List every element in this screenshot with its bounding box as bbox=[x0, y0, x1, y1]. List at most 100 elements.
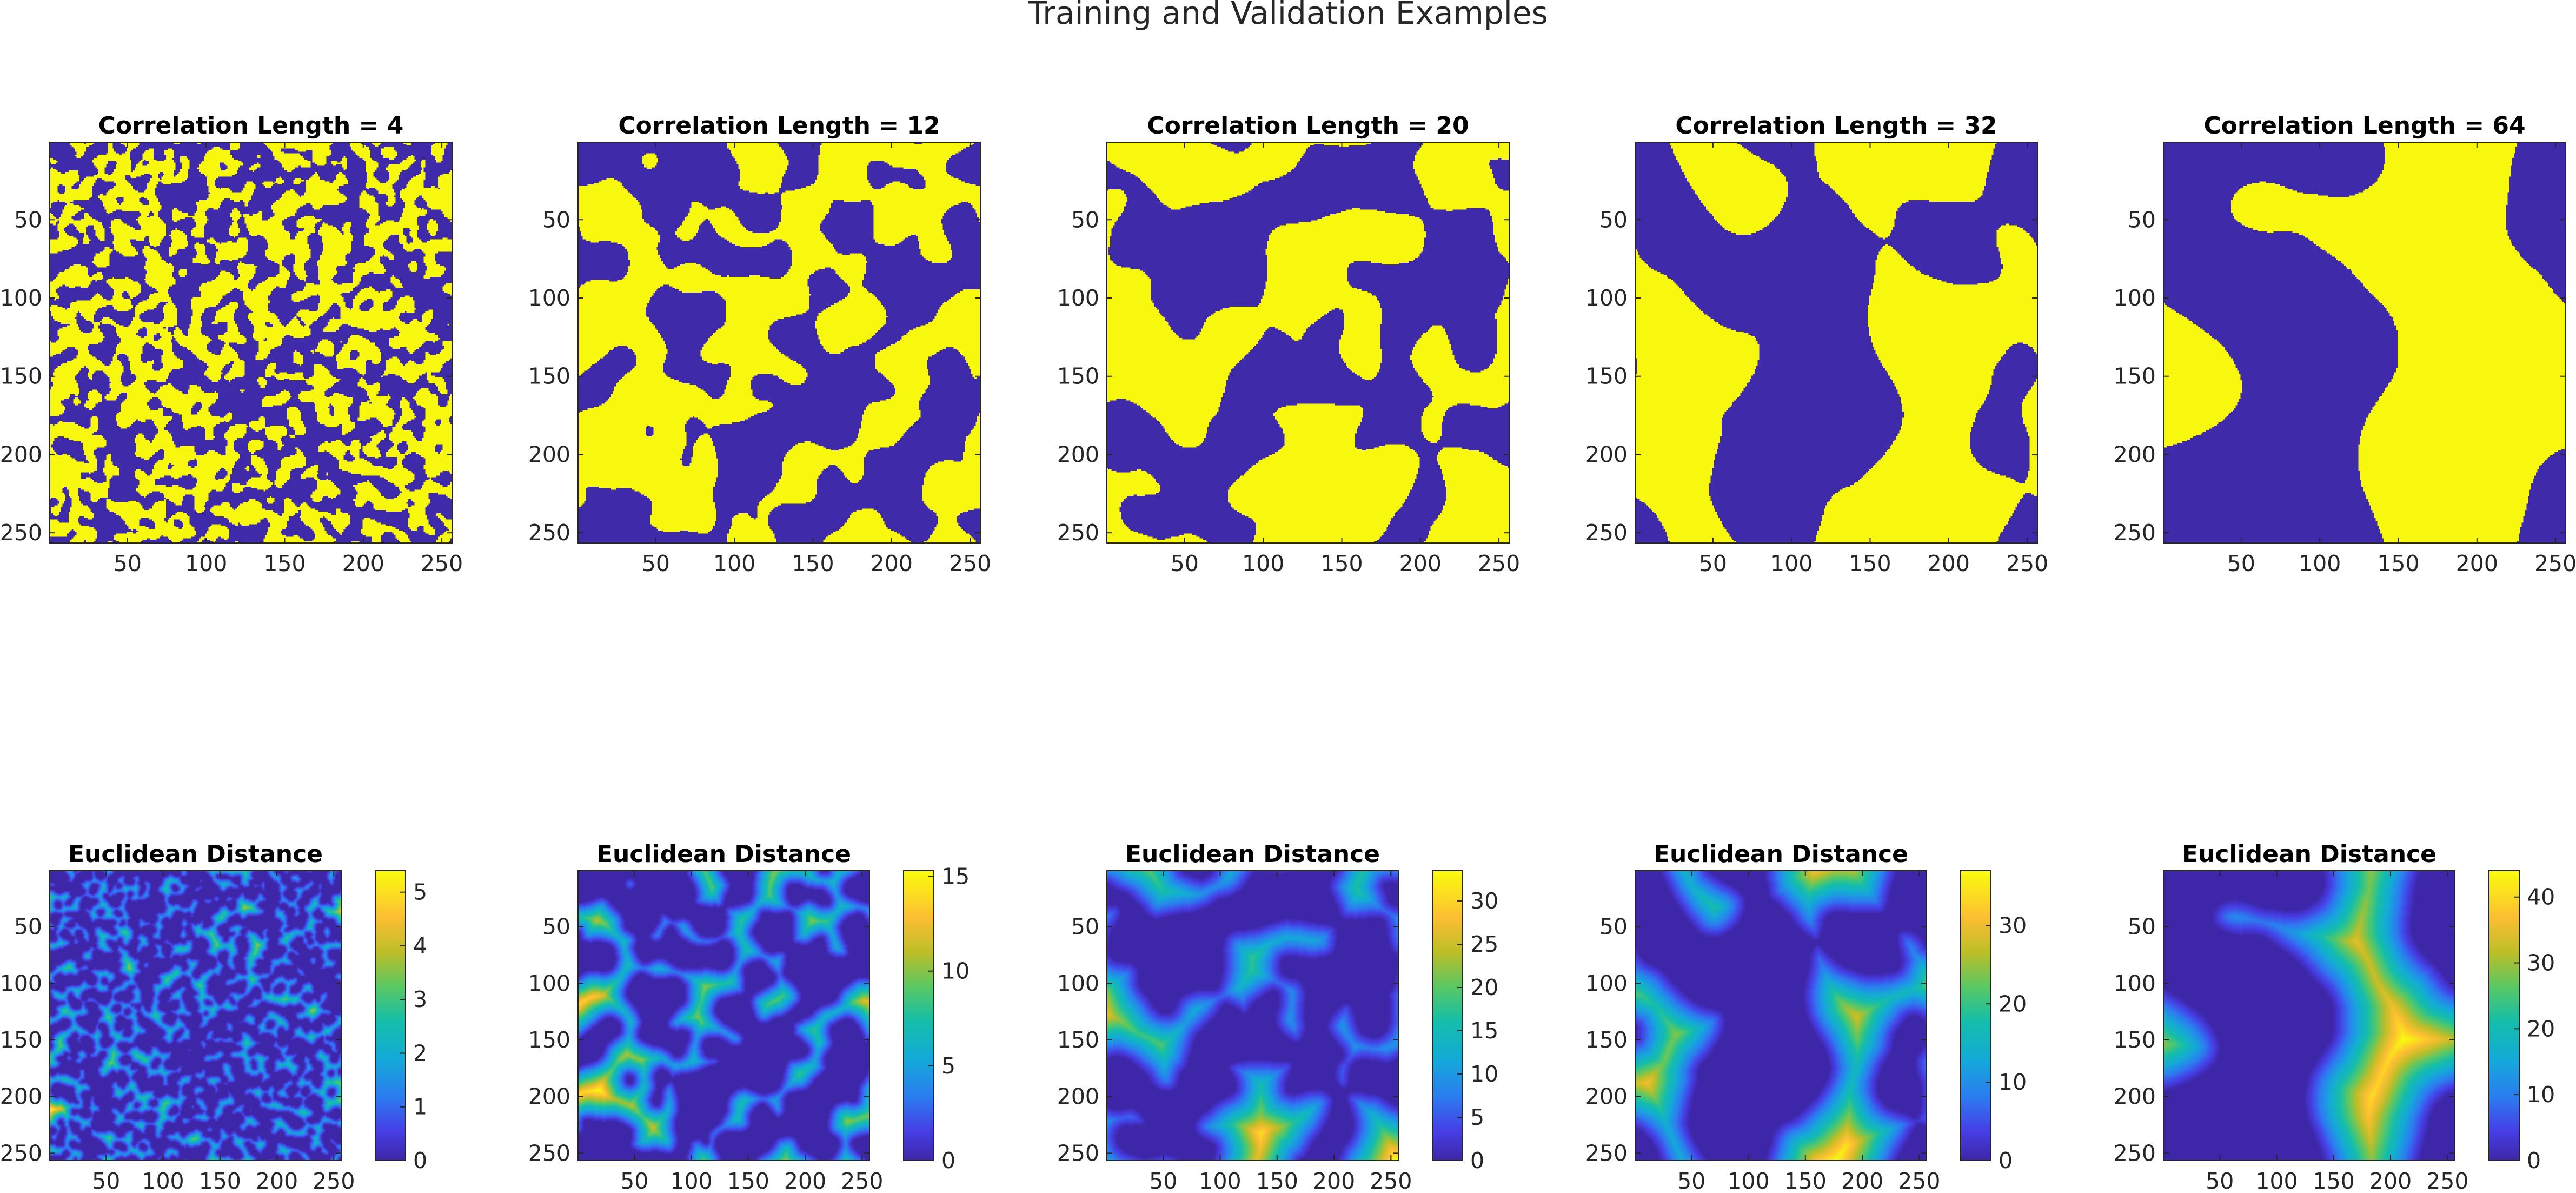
x-tick-label-t0-3: 200 bbox=[342, 551, 384, 576]
y-tick-label-t4-3: 200 bbox=[2114, 441, 2156, 467]
x-tick-label-b1-1: 100 bbox=[670, 1168, 712, 1193]
x-tick-label-b1-4: 250 bbox=[841, 1168, 883, 1193]
axes-frame-b0 bbox=[49, 870, 342, 1161]
axes-frame-t4 bbox=[2163, 142, 2566, 544]
x-tick-label-t3-3: 200 bbox=[1928, 551, 1970, 576]
y-tick-label-b0-2: 150 bbox=[0, 1027, 42, 1053]
y-tick-label-b3-2: 150 bbox=[1585, 1027, 1628, 1053]
colorbar-tick-label-2-1: 5 bbox=[941, 1053, 955, 1079]
x-tick-label-b0-3: 200 bbox=[256, 1168, 298, 1193]
y-tick-label-t2-1: 100 bbox=[1057, 285, 1099, 311]
binary-image-2 bbox=[578, 142, 980, 543]
axes-frame-t0 bbox=[49, 142, 453, 544]
x-tick-label-t3-2: 150 bbox=[1849, 551, 1891, 576]
x-tick-label-t2-4: 250 bbox=[1478, 551, 1520, 576]
colorbar-tick-label-5-2: 20 bbox=[2527, 1016, 2555, 1042]
colorbar-tick-label-1-0: 0 bbox=[413, 1148, 427, 1174]
y-tick-label-t2-4: 250 bbox=[1057, 520, 1099, 546]
y-tick-label-t0-2: 150 bbox=[0, 363, 42, 389]
colorbar-tick-label-2-3: 15 bbox=[941, 864, 970, 890]
x-tick-label-b4-3: 200 bbox=[2369, 1168, 2412, 1193]
x-tick-label-t3-0: 50 bbox=[1699, 551, 1727, 576]
binary-image-4 bbox=[1635, 142, 2037, 543]
colorbar-frame-4 bbox=[1960, 870, 1991, 1161]
colorbar-4 bbox=[1961, 871, 1991, 1161]
x-tick-label-t4-0: 50 bbox=[2227, 551, 2255, 576]
y-tick-label-t0-4: 250 bbox=[0, 520, 42, 546]
x-tick-label-b1-0: 50 bbox=[620, 1168, 648, 1193]
colorbar-1 bbox=[375, 871, 406, 1161]
x-tick-label-b0-4: 250 bbox=[313, 1168, 355, 1193]
binary-image-1 bbox=[50, 142, 452, 543]
distance-title-3: Euclidean Distance bbox=[1125, 840, 1380, 868]
x-tick-label-t1-2: 150 bbox=[792, 551, 834, 576]
x-tick-label-b2-2: 150 bbox=[1256, 1168, 1298, 1193]
binary-title-4: Correlation Length = 32 bbox=[1675, 112, 1997, 140]
x-tick-label-b2-4: 250 bbox=[1370, 1168, 1412, 1193]
y-tick-label-b2-1: 100 bbox=[1057, 970, 1099, 996]
x-tick-label-b3-4: 250 bbox=[1898, 1168, 1940, 1193]
figure-title: Training and Validation Examples bbox=[1027, 0, 1548, 31]
x-tick-label-t4-1: 100 bbox=[2299, 551, 2341, 576]
y-tick-label-t4-4: 250 bbox=[2114, 520, 2156, 546]
colorbar-frame-5 bbox=[2488, 870, 2520, 1161]
y-tick-label-b3-0: 50 bbox=[1599, 914, 1628, 940]
binary-title-5: Correlation Length = 64 bbox=[2203, 112, 2525, 140]
y-tick-label-b4-0: 50 bbox=[2128, 914, 2156, 940]
colorbar-tick-label-3-2: 10 bbox=[1470, 1061, 1498, 1087]
panel-binary-5: 50 100 150 200 250 50 100 150 200 250 Correlation … bbox=[2114, 112, 2576, 576]
y-tick-label-b0-0: 50 bbox=[14, 914, 42, 940]
distance-title-5: Euclidean Distance bbox=[2182, 840, 2436, 868]
x-tick-label-b0-0: 50 bbox=[92, 1168, 120, 1193]
y-tick-label-t4-0: 50 bbox=[2128, 207, 2156, 233]
y-tick-label-t3-3: 200 bbox=[1585, 441, 1628, 467]
y-tick-label-t1-2: 150 bbox=[528, 363, 570, 389]
x-tick-label-b0-1: 100 bbox=[142, 1168, 184, 1193]
colorbar-frame-2 bbox=[903, 870, 934, 1161]
binary-image-3 bbox=[1107, 142, 1509, 543]
y-tick-label-b4-1: 100 bbox=[2114, 970, 2156, 996]
colorbar-tick-label-3-6: 30 bbox=[1470, 888, 1498, 914]
x-tick-label-b1-3: 200 bbox=[784, 1168, 826, 1193]
distance-image-2 bbox=[578, 871, 869, 1161]
colorbar-3 bbox=[1432, 871, 1463, 1161]
panel-binary-1: 50 100 150 200 250 50 100 150 200 250 Correlation … bbox=[0, 112, 463, 576]
x-tick-label-b2-1: 100 bbox=[1199, 1168, 1241, 1193]
colorbar-tick-label-5-3: 30 bbox=[2527, 950, 2555, 976]
y-tick-label-b1-0: 50 bbox=[542, 914, 570, 940]
x-tick-label-b2-3: 200 bbox=[1313, 1168, 1355, 1193]
binary-title-1: Correlation Length = 4 bbox=[98, 112, 404, 140]
x-tick-label-t1-1: 100 bbox=[713, 551, 755, 576]
panel-binary-4: 50 100 150 200 250 50 100 150 200 250 Correlation … bbox=[1585, 112, 2049, 576]
x-tick-label-t2-0: 50 bbox=[1171, 551, 1199, 576]
x-tick-label-b4-1: 100 bbox=[2255, 1168, 2298, 1193]
y-tick-label-t3-0: 50 bbox=[1599, 207, 1628, 233]
y-tick-label-t2-3: 200 bbox=[1057, 441, 1099, 467]
y-tick-label-b0-1: 100 bbox=[0, 970, 42, 996]
colorbar-tick-label-3-1: 5 bbox=[1470, 1104, 1484, 1130]
y-tick-label-b1-1: 100 bbox=[528, 970, 570, 996]
y-tick-label-t2-2: 150 bbox=[1057, 363, 1099, 389]
y-tick-label-b4-3: 200 bbox=[2114, 1084, 2156, 1110]
x-tick-label-t2-1: 100 bbox=[1242, 551, 1284, 576]
axes-frame-b2 bbox=[1106, 870, 1399, 1161]
x-tick-label-t0-4: 250 bbox=[421, 551, 463, 576]
colorbar-tick-label-3-3: 15 bbox=[1470, 1018, 1498, 1044]
axes-frame-t3 bbox=[1635, 142, 2038, 544]
x-tick-label-t2-3: 200 bbox=[1399, 551, 1442, 576]
axes-frame-t1 bbox=[577, 142, 981, 544]
axes-frame-b1 bbox=[577, 870, 870, 1161]
colorbar-2 bbox=[904, 871, 934, 1161]
y-tick-label-b3-3: 200 bbox=[1585, 1084, 1628, 1110]
x-tick-label-b4-4: 250 bbox=[2426, 1168, 2468, 1193]
x-tick-label-b3-0: 50 bbox=[1677, 1168, 1705, 1193]
panel-binary-3: 50 100 150 200 250 50 100 150 200 250 Correlation … bbox=[1057, 112, 1521, 576]
x-tick-label-b4-0: 50 bbox=[2206, 1168, 2234, 1193]
x-tick-label-b2-0: 50 bbox=[1149, 1168, 1177, 1193]
colorbar-tick-label-1-2: 2 bbox=[413, 1040, 427, 1066]
y-tick-label-t1-1: 100 bbox=[528, 285, 570, 311]
y-tick-label-b2-3: 200 bbox=[1057, 1084, 1099, 1110]
